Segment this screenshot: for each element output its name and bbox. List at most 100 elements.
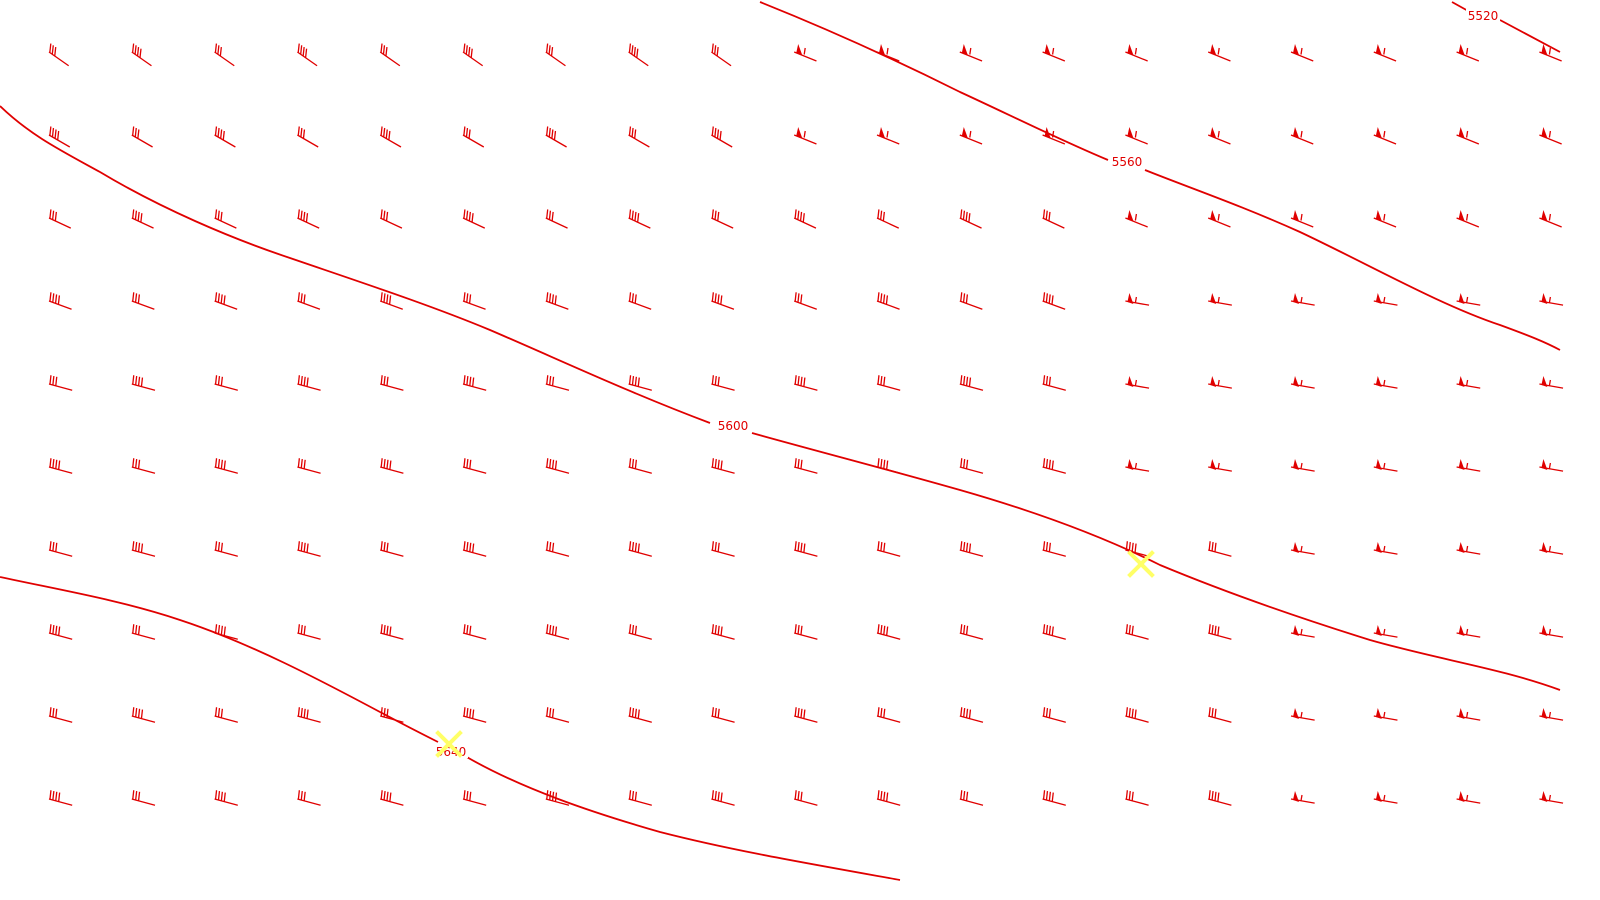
- wind-barb-icon: [711, 790, 735, 806]
- wind-barb-icon: [959, 790, 984, 806]
- wind-barb-icon: [380, 624, 404, 640]
- wind-barb-icon: [959, 44, 983, 62]
- wind-barb-icon: [297, 375, 321, 391]
- wind-barb-icon: [131, 707, 156, 723]
- wind-barb-icon: [793, 292, 817, 310]
- wind-barb-icon: [1539, 293, 1564, 306]
- wind-barb-icon: [1373, 376, 1398, 389]
- wind-barb-icon: [297, 458, 321, 474]
- contour-label-5520: 5520: [1466, 8, 1500, 23]
- wind-barb-icon: [959, 624, 984, 640]
- wind-barb-icon: [1539, 708, 1564, 721]
- wind-barb-icon: [1208, 459, 1232, 472]
- wind-barb-icon: [1539, 127, 1562, 145]
- wind-barb-icon: [131, 790, 156, 806]
- wind-barb-icon: [545, 541, 570, 557]
- wind-barb-icon: [1539, 210, 1562, 228]
- wind-barb-icon: [214, 707, 238, 723]
- wind-barb-icon: [48, 375, 73, 391]
- wind-barb-icon: [1373, 210, 1397, 228]
- wind-barb-icon: [1290, 542, 1315, 555]
- wind-barb-icon: [48, 43, 70, 67]
- wind-barb-icon: [1290, 459, 1315, 472]
- wind-barb-icon: [959, 541, 984, 557]
- wind-barb-icon: [794, 707, 818, 723]
- wind-barb-icon: [297, 790, 321, 806]
- wind-barb-icon: [876, 209, 900, 229]
- wind-barb-icon: [462, 707, 487, 723]
- contour-label-text: 5600: [718, 419, 749, 433]
- wind-barb-icon: [1539, 625, 1564, 638]
- wind-barb-icon: [48, 624, 73, 640]
- wind-barb-icon: [628, 707, 652, 723]
- wind-barb-icon: [545, 209, 568, 229]
- wind-barb-icon: [1373, 459, 1398, 472]
- wind-barb-icon: [959, 292, 983, 310]
- contour-line-5600: [0, 105, 1561, 691]
- wind-barb-icon: [959, 707, 984, 723]
- wind-barb-icon: [214, 458, 238, 474]
- wind-barb-icon: [1456, 293, 1481, 306]
- wind-barb-icon: [794, 624, 818, 640]
- wind-barb-icon: [876, 375, 901, 391]
- wind-barb-icon: [297, 292, 321, 310]
- wind-barb-icon: [1208, 790, 1232, 806]
- wind-barb-icon: [794, 458, 818, 474]
- wind-barb-icon: [628, 126, 650, 148]
- wind-barb-icon: [545, 375, 570, 391]
- wind-barb-icon: [959, 209, 982, 229]
- wind-barb-icon: [462, 790, 487, 806]
- wind-barb-icon: [131, 292, 155, 310]
- wind-barb-icon: [462, 375, 487, 391]
- wind-barb-icon: [214, 541, 238, 557]
- wind-barb-icon: [1373, 708, 1398, 721]
- x-marker-icon: [1127, 550, 1155, 578]
- wind-barb-icon: [48, 707, 73, 723]
- contour-label-text: 5520: [1468, 9, 1499, 23]
- wind-barb-icon: [1539, 44, 1562, 62]
- wind-barb-icon: [1207, 210, 1231, 228]
- wind-barb-icon: [131, 458, 156, 474]
- wind-barb-icon: [380, 541, 404, 557]
- wind-barb-icon: [1207, 44, 1231, 62]
- wind-barb-icon: [794, 790, 818, 806]
- wind-barb-icon: [1125, 624, 1149, 640]
- wind-barb-icon: [1373, 127, 1397, 145]
- wind-barb-icon: [1290, 625, 1315, 638]
- wind-barb-icon: [462, 126, 485, 148]
- wind-barb-icon: [1373, 625, 1398, 638]
- wind-barb-icon: [711, 707, 735, 723]
- wind-barb-icon: [214, 292, 238, 310]
- wind-barb-icon: [628, 43, 649, 67]
- wind-barb-icon: [1456, 376, 1481, 389]
- wind-barb-icon: [1042, 292, 1066, 310]
- wind-barb-icon: [297, 209, 320, 229]
- wind-barb-icon: [1290, 708, 1315, 721]
- wind-barb-icon: [1456, 708, 1481, 721]
- contour-label-layer: 5520 5560 5600 5640: [434, 8, 1500, 759]
- wind-barb-icon: [711, 375, 735, 391]
- wind-barb-icon: [1125, 707, 1149, 723]
- wind-barb-icon: [48, 458, 73, 474]
- wind-barb-icon: [628, 292, 652, 310]
- wind-barb-icon: [214, 43, 235, 67]
- wind-barb-icon: [462, 43, 484, 67]
- wind-barb-icon: [711, 541, 735, 557]
- wind-barb-icon: [1539, 791, 1564, 804]
- contour-line-5560: [759, 1, 1561, 351]
- contour-line-5640: [0, 576, 901, 881]
- wind-barb-icon: [711, 624, 735, 640]
- wind-barb-icon: [545, 292, 569, 310]
- contour-label-5560: 5560: [1110, 154, 1144, 169]
- wind-barb-icon: [214, 375, 238, 391]
- wind-barb-icon: [1539, 542, 1564, 555]
- wind-barb-icon: [1208, 624, 1232, 640]
- wind-barb-icon: [1290, 791, 1315, 804]
- wind-barb-icon: [1042, 44, 1066, 62]
- wind-barb-icon: [1208, 293, 1232, 306]
- wind-barb-icon: [379, 292, 403, 310]
- wind-barb-icon: [1373, 542, 1398, 555]
- wind-barb-icon: [1456, 210, 1480, 228]
